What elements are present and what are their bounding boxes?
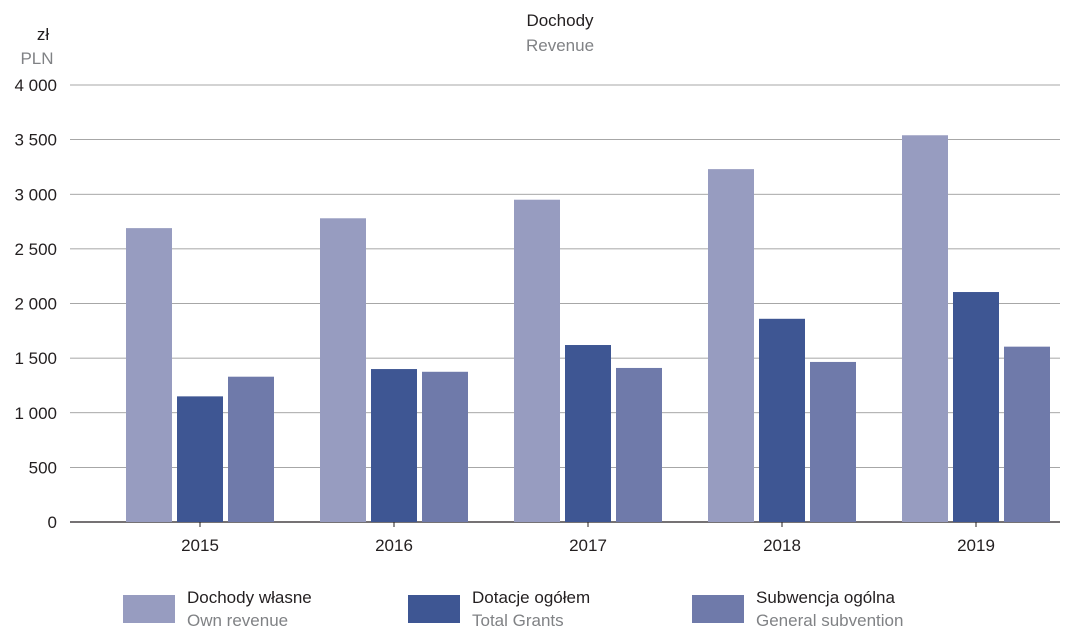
y-tick-label: 3 000 [14, 185, 57, 204]
bar [1004, 346, 1050, 522]
y-tick-label: 500 [29, 458, 57, 477]
legend-swatch [123, 595, 175, 623]
bar [177, 396, 223, 522]
y-tick-label: 4 000 [14, 76, 57, 95]
bar [616, 367, 662, 522]
bar [565, 345, 611, 522]
y-tick-label: 3 500 [14, 131, 57, 150]
legend-item: Dochody własne Own revenue [123, 588, 312, 630]
bar [126, 228, 172, 522]
bar [320, 218, 366, 522]
x-tick-label: 2016 [375, 536, 413, 555]
legend-sublabel: Own revenue [187, 611, 288, 629]
bar [422, 371, 468, 522]
bar [759, 318, 805, 522]
y-axis-unit-sub: PLN [20, 49, 53, 68]
y-tick-label: 0 [48, 513, 57, 532]
bar [514, 199, 560, 522]
bar [810, 361, 856, 522]
legend-label: Dotacje ogółem [472, 588, 590, 607]
x-tick-label: 2018 [763, 536, 801, 555]
y-tick-label: 1 000 [14, 404, 57, 423]
bar [371, 369, 417, 522]
legend-swatch [692, 595, 744, 623]
bar [708, 169, 754, 522]
x-tick-label: 2019 [957, 536, 995, 555]
legend-swatch [408, 595, 460, 623]
chart-subtitle: Revenue [526, 36, 594, 55]
bar [228, 376, 274, 522]
y-tick-label: 2 000 [14, 295, 57, 314]
x-tick-label: 2017 [569, 536, 607, 555]
legend-label: Subwencja ogólna [756, 588, 895, 607]
bar [902, 135, 948, 522]
x-tick-label: 2015 [181, 536, 219, 555]
legend: Dochody własne Own revenue Dotacje ogółem T… [123, 588, 903, 630]
legend-item: Dotacje ogółem Total Grants [408, 588, 590, 630]
x-axis-ticks: 2015 2016 2017 2018 2019 [181, 522, 995, 555]
y-tick-label: 2 500 [14, 240, 57, 259]
legend-label: Dochody własne [187, 588, 312, 607]
bar [953, 292, 999, 522]
legend-item: Subwencja ogólna General subvention [692, 588, 903, 630]
legend-sublabel: General subvention [756, 611, 903, 629]
y-axis-unit: zł [37, 25, 50, 44]
bars [126, 135, 1050, 522]
legend-sublabel: Total Grants [472, 611, 564, 629]
y-axis-ticks: 0 500 1 000 1 500 2 000 2 500 3 000 3 500 4 000 [14, 76, 57, 532]
y-tick-label: 1 500 [14, 349, 57, 368]
chart-title: Dochody [526, 11, 594, 30]
